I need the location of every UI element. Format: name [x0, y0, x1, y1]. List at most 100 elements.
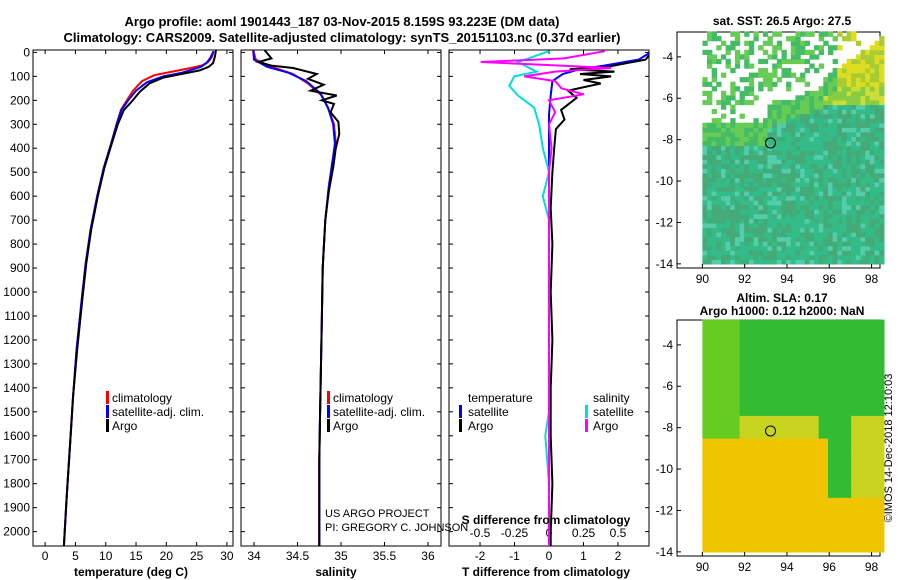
map-cell — [786, 163, 792, 169]
map-cell — [707, 374, 713, 380]
map-cell — [809, 186, 815, 192]
map-cell — [702, 346, 708, 353]
map-cell — [734, 547, 741, 553]
map-cell — [753, 433, 759, 439]
map-cell — [851, 181, 857, 188]
map-cell — [721, 497, 727, 503]
map-cell — [748, 520, 755, 526]
map-cell — [795, 181, 801, 188]
map-cell — [851, 177, 857, 183]
map-cell — [702, 424, 708, 430]
map-cell — [753, 177, 759, 183]
map-cell — [837, 501, 843, 507]
map-cell — [860, 58, 866, 65]
map-cell — [869, 54, 876, 60]
map-cell — [772, 259, 778, 265]
map-cell — [841, 145, 848, 151]
map-cell — [721, 447, 727, 453]
sla-map-title-line2: Argo h1000: 0.12 h2000: NaN — [700, 304, 865, 318]
map-cell — [846, 254, 852, 260]
map-cell — [841, 333, 848, 339]
map-cell — [846, 328, 852, 334]
map-cell — [860, 442, 866, 448]
map-cell — [776, 360, 783, 366]
map-cell — [828, 378, 834, 384]
map-cell — [809, 204, 815, 210]
map-cell — [748, 442, 755, 448]
map-cell — [753, 245, 759, 251]
map-cell — [725, 378, 731, 384]
map-cell — [734, 474, 741, 480]
map-cell — [804, 397, 810, 403]
map-cell — [832, 428, 838, 435]
map-cell — [776, 140, 783, 147]
map-cell — [753, 365, 759, 371]
map-cell — [879, 428, 885, 435]
map-cell — [721, 90, 727, 96]
map-cell — [823, 547, 829, 553]
map-cell — [832, 181, 838, 188]
map-cell — [781, 438, 787, 444]
map-cell — [711, 58, 717, 65]
map-cell — [711, 186, 717, 192]
map-cell — [841, 195, 848, 201]
map-cell — [832, 356, 838, 362]
map-cell — [762, 415, 769, 421]
map-cell — [762, 250, 769, 256]
map-cell — [744, 542, 750, 548]
depth-tick-label: 200 — [10, 93, 30, 107]
map-cell — [790, 428, 797, 435]
map-cell — [772, 438, 778, 444]
map-cell — [809, 410, 815, 416]
map-cell — [776, 195, 783, 201]
map-cell — [809, 424, 815, 430]
map-cell — [846, 510, 852, 517]
map-cell — [865, 533, 871, 539]
map-cell — [716, 36, 722, 42]
map-cell — [744, 365, 750, 371]
map-cell — [851, 410, 857, 416]
map-cell — [725, 58, 731, 65]
map-cell — [851, 510, 857, 517]
depth-tick-label: 600 — [10, 189, 30, 203]
map-cell — [744, 40, 750, 46]
map-cell — [874, 81, 880, 87]
map-cell — [790, 492, 797, 498]
map-cell — [818, 365, 824, 371]
map-cell — [855, 447, 862, 453]
map-cell — [781, 181, 787, 188]
map-cell — [767, 72, 773, 78]
map-cell — [734, 337, 741, 343]
map-cell — [832, 204, 838, 210]
map-cell — [865, 177, 871, 183]
temperature-xlabel: temperature (deg C) — [74, 565, 188, 579]
map-cell — [879, 410, 885, 416]
map-cell — [753, 360, 759, 366]
map-cell — [748, 406, 755, 412]
map-cell — [795, 533, 801, 539]
map-cell — [874, 49, 880, 55]
map-cell — [795, 442, 801, 448]
map-cell — [758, 529, 764, 535]
map-cell — [744, 99, 750, 106]
map-cell — [855, 365, 862, 371]
map-cell — [739, 547, 745, 553]
map-cell — [781, 172, 787, 178]
map-cell — [790, 259, 797, 265]
map-cell — [804, 40, 810, 46]
map-cell — [846, 186, 852, 192]
map-cell — [707, 501, 713, 507]
map-cell — [744, 241, 750, 247]
map-cell — [832, 442, 838, 448]
map-cell — [790, 424, 797, 430]
map-cell — [781, 356, 787, 362]
map-cell — [860, 460, 866, 466]
map-cell — [869, 127, 876, 133]
map-cell — [758, 333, 764, 339]
map-cell — [753, 186, 759, 192]
map-cell — [702, 245, 708, 251]
map-cell — [790, 241, 797, 247]
map-cell — [716, 259, 722, 265]
map-cell — [804, 469, 810, 476]
map-cell — [762, 150, 769, 156]
